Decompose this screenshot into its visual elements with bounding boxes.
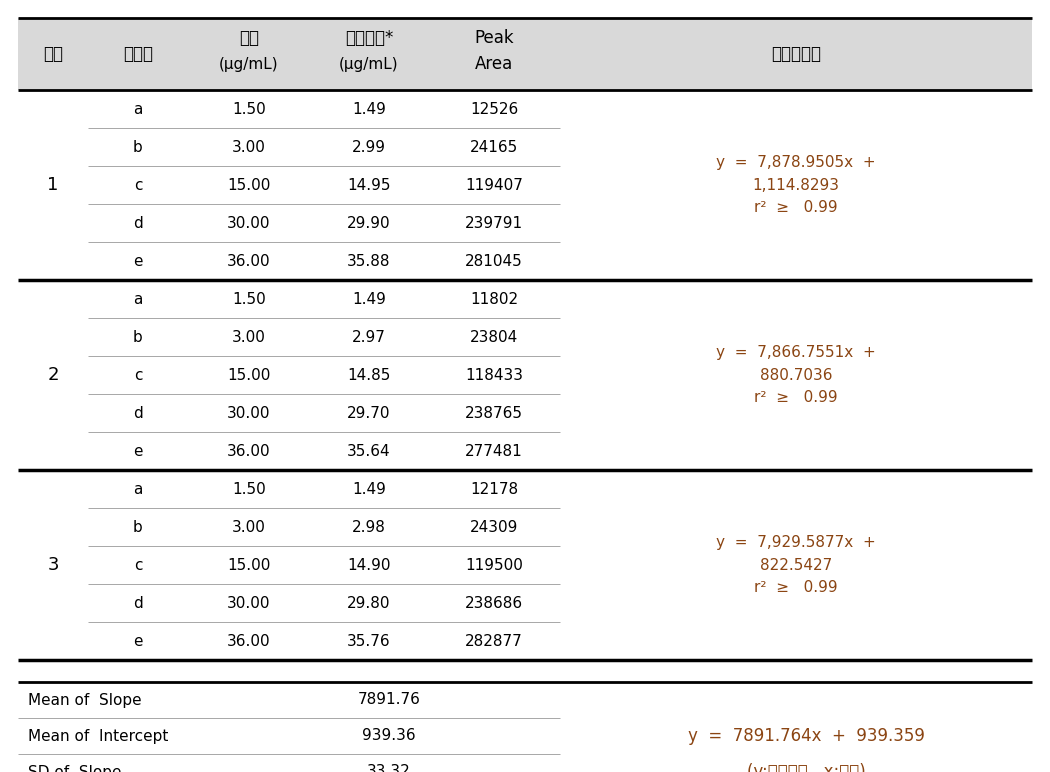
Text: 1.50: 1.50 (232, 292, 266, 306)
Text: Area: Area (475, 55, 513, 73)
Text: 29.80: 29.80 (348, 595, 391, 611)
Text: 3.00: 3.00 (232, 140, 266, 154)
Text: 33.32: 33.32 (368, 764, 411, 772)
Text: 118433: 118433 (465, 367, 523, 382)
Text: 3: 3 (47, 556, 59, 574)
Text: 939.36: 939.36 (362, 729, 416, 743)
Text: 1.50: 1.50 (232, 101, 266, 117)
Text: b: b (133, 520, 143, 534)
Text: 표준액: 표준액 (123, 45, 153, 63)
Text: 11802: 11802 (470, 292, 518, 306)
Text: e: e (133, 253, 143, 269)
Text: 35.64: 35.64 (348, 443, 391, 459)
Text: Mean of  Intercept: Mean of Intercept (28, 729, 168, 743)
Text: 119407: 119407 (465, 178, 523, 192)
Text: 회귀직선식: 회귀직선식 (771, 45, 821, 63)
Text: 36.00: 36.00 (227, 253, 271, 269)
Text: 15.00: 15.00 (227, 367, 271, 382)
Text: 12526: 12526 (470, 101, 518, 117)
Text: r²  ≥   0.99: r² ≥ 0.99 (754, 580, 838, 594)
Text: (y:피크면적,  x:농도): (y:피크면적, x:농도) (747, 763, 865, 772)
Text: Peak: Peak (475, 29, 513, 47)
Text: (μg/mL): (μg/mL) (219, 56, 279, 72)
Text: 1: 1 (47, 176, 59, 194)
Text: 35.88: 35.88 (348, 253, 391, 269)
Text: y  =  7891.764x  +  939.359: y = 7891.764x + 939.359 (688, 727, 924, 745)
Text: a: a (133, 292, 143, 306)
Text: 2: 2 (47, 366, 59, 384)
Text: 1.49: 1.49 (352, 292, 386, 306)
Text: 281045: 281045 (465, 253, 523, 269)
Text: 1.49: 1.49 (352, 101, 386, 117)
Text: 880.7036: 880.7036 (760, 367, 833, 382)
Text: 1.50: 1.50 (232, 482, 266, 496)
Text: 29.70: 29.70 (348, 405, 391, 421)
Text: 277481: 277481 (465, 443, 523, 459)
Text: 36.00: 36.00 (227, 443, 271, 459)
Text: c: c (133, 178, 142, 192)
Text: 30.00: 30.00 (227, 595, 271, 611)
Text: SD of  Slope: SD of Slope (28, 764, 122, 772)
Text: 24309: 24309 (469, 520, 519, 534)
Text: a: a (133, 482, 143, 496)
Text: 2.98: 2.98 (352, 520, 386, 534)
Text: 23804: 23804 (470, 330, 518, 344)
Text: 822.5427: 822.5427 (760, 557, 832, 573)
Bar (18, 18, 1032, 90)
Text: 보정농도*: 보정농도* (344, 29, 393, 47)
Text: 12178: 12178 (470, 482, 518, 496)
Text: 2.99: 2.99 (352, 140, 386, 154)
Text: (μg/mL): (μg/mL) (339, 56, 399, 72)
Text: 238686: 238686 (465, 595, 523, 611)
Text: 14.90: 14.90 (348, 557, 391, 573)
Text: 3.00: 3.00 (232, 330, 266, 344)
Text: b: b (133, 140, 143, 154)
Text: 14.95: 14.95 (348, 178, 391, 192)
Text: r²  ≥   0.99: r² ≥ 0.99 (754, 199, 838, 215)
Text: a: a (133, 101, 143, 117)
Text: 239791: 239791 (465, 215, 523, 231)
Text: r²  ≥   0.99: r² ≥ 0.99 (754, 390, 838, 405)
Text: 30.00: 30.00 (227, 405, 271, 421)
Text: y  =  7,929.5877x  +: y = 7,929.5877x + (716, 536, 876, 550)
Text: d: d (133, 215, 143, 231)
Text: 횟수: 횟수 (43, 45, 63, 63)
Text: 36.00: 36.00 (227, 634, 271, 648)
Text: 농도: 농도 (239, 29, 259, 47)
Text: Mean of  Slope: Mean of Slope (28, 692, 142, 707)
Text: 282877: 282877 (465, 634, 523, 648)
Text: d: d (133, 405, 143, 421)
Text: 15.00: 15.00 (227, 557, 271, 573)
Text: 3.00: 3.00 (232, 520, 266, 534)
Text: 35.76: 35.76 (348, 634, 391, 648)
Text: 7891.76: 7891.76 (358, 692, 420, 707)
Text: 2.97: 2.97 (352, 330, 386, 344)
Text: y  =  7,878.9505x  +: y = 7,878.9505x + (716, 155, 876, 171)
Text: e: e (133, 634, 143, 648)
Text: 14.85: 14.85 (348, 367, 391, 382)
Text: 238765: 238765 (465, 405, 523, 421)
Text: b: b (133, 330, 143, 344)
Text: c: c (133, 367, 142, 382)
Text: 30.00: 30.00 (227, 215, 271, 231)
Text: 15.00: 15.00 (227, 178, 271, 192)
Text: 29.90: 29.90 (348, 215, 391, 231)
Text: y  =  7,866.7551x  +: y = 7,866.7551x + (716, 346, 876, 361)
Text: 1.49: 1.49 (352, 482, 386, 496)
Text: 1,114.8293: 1,114.8293 (753, 178, 840, 192)
Text: d: d (133, 595, 143, 611)
Text: 24165: 24165 (470, 140, 518, 154)
Text: c: c (133, 557, 142, 573)
Text: e: e (133, 443, 143, 459)
Text: 119500: 119500 (465, 557, 523, 573)
